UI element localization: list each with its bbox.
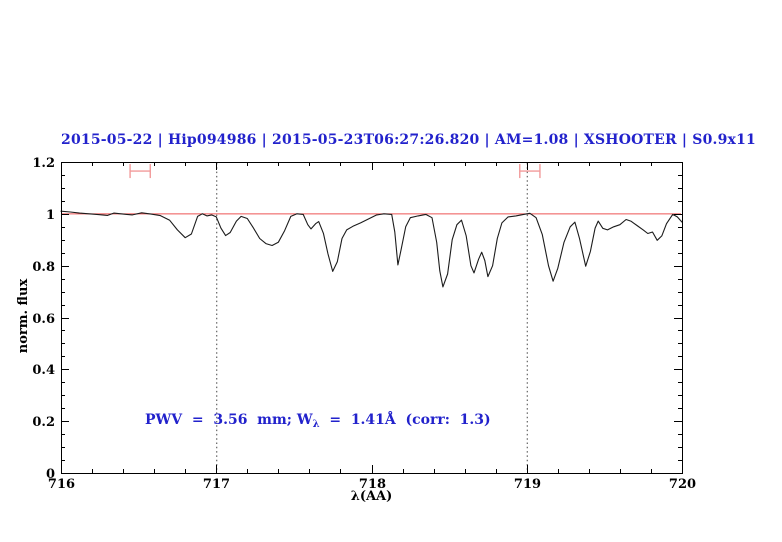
telluric-range-marker bbox=[519, 164, 541, 179]
y-tick-label: 0.4 bbox=[32, 363, 55, 378]
plot-title: 2015-05-22 | Hip094986 | 2015-05-23T06:2… bbox=[61, 132, 756, 148]
x-axis-label: λ(AA) bbox=[350, 489, 393, 504]
x-tick-label: 717 bbox=[203, 477, 230, 492]
y-tick-label: 1.2 bbox=[32, 156, 55, 171]
pwv-annotation-lambda-subscript: λ bbox=[312, 419, 320, 430]
pwv-annotation-prefix: PWV = 3.56 mm; W bbox=[145, 412, 313, 428]
x-tick-label: 720 bbox=[669, 477, 696, 492]
x-tick-label: 719 bbox=[514, 477, 541, 492]
y-axis-label: norm. flux bbox=[16, 278, 31, 354]
x-tick-label: 716 bbox=[48, 477, 75, 492]
axis-ticks: 716 717 718 719 720 0 0.2 0.4 0.6 0.8 1 1.2 bbox=[32, 156, 696, 492]
pwv-annotation-suffix: = 1.41Å (corr: 1.3) bbox=[319, 412, 491, 428]
y-tick-label: 0.2 bbox=[32, 415, 55, 430]
y-tick-label: 0 bbox=[46, 467, 55, 482]
y-tick-label: 1 bbox=[46, 208, 55, 223]
y-tick-label: 0.8 bbox=[32, 260, 55, 275]
pwv-annotation: PWV = 3.56 mm; Wλ = 1.41Å (corr: 1.3) bbox=[145, 412, 491, 430]
telluric-range-marker bbox=[129, 164, 151, 179]
spectrum-curve bbox=[60, 210, 683, 288]
y-tick-label: 0.6 bbox=[32, 312, 55, 327]
x-tick-label: 718 bbox=[359, 477, 386, 492]
